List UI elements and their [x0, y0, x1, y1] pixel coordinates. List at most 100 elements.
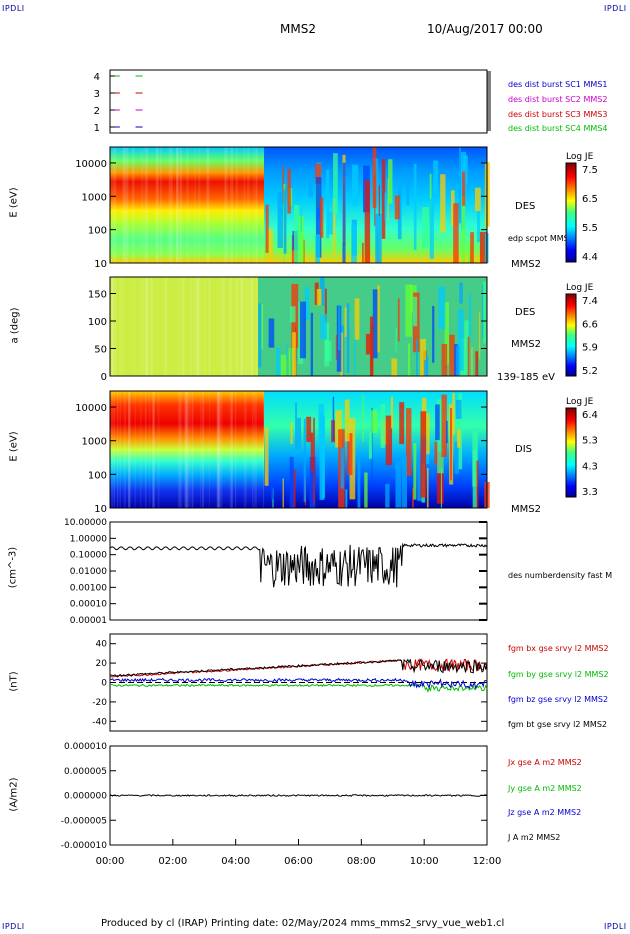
pitch-texture-25 — [122, 277, 125, 376]
density-ticklabel-3: 0.01000 — [70, 567, 107, 577]
des-texture-24 — [253, 147, 255, 263]
des-streak-43 — [352, 164, 359, 206]
des-streak-46 — [277, 191, 283, 248]
des-texture-15 — [144, 147, 148, 263]
dis-texture-21 — [179, 391, 182, 508]
xaxis-ticklabel-5: 10:00 — [410, 856, 439, 867]
pitch-texture-34 — [181, 277, 185, 376]
des-texture-20 — [114, 147, 117, 263]
des-texture-2 — [112, 147, 114, 263]
pitch-streak-34 — [353, 325, 356, 376]
des-streak-33 — [375, 213, 382, 263]
current-ticklabel-2: 0.000000 — [64, 792, 107, 802]
pitch-streak-11 — [438, 286, 446, 330]
dis-texture-3 — [153, 391, 155, 508]
dis-texture-18 — [208, 391, 211, 508]
dis-streak-10 — [395, 461, 402, 508]
bfield-series-1 — [109, 683, 488, 693]
pitch-ticklabel-2: 100 — [88, 317, 107, 328]
panel-current: 0.000010 0.000005 0.000000 -0.000005 -0.0000… — [61, 742, 582, 851]
dis-texture-14 — [200, 391, 202, 508]
dis-streak-67 — [380, 404, 386, 448]
dis-texture-5 — [179, 391, 183, 508]
dis-colorbar-tick-1: 5.3 — [582, 436, 598, 447]
des-streak-45 — [319, 197, 324, 238]
des-texture-14 — [126, 147, 129, 263]
dis-streak-12 — [475, 460, 479, 508]
pitch-colorbar-tick-1: 6.6 — [582, 319, 598, 330]
bfield-series-0 — [109, 657, 488, 678]
pitch-colorbar-tick-0: 7.4 — [582, 296, 598, 307]
dis-streak-21 — [385, 415, 393, 466]
pitch-streak-10 — [449, 334, 455, 376]
dis-streak-42 — [412, 487, 414, 508]
pitch-streak-68 — [289, 306, 296, 323]
current-ticklabel-4: -0.000010 — [61, 841, 107, 851]
pitch-streak-37 — [425, 355, 429, 376]
des-streak-47 — [287, 169, 291, 214]
dis-texture-37 — [139, 391, 142, 508]
des-texture-35 — [124, 147, 126, 263]
pitch-ticklabel-1: 50 — [94, 345, 107, 356]
pitch-texture-17 — [112, 277, 114, 376]
des-streak-10 — [433, 160, 439, 194]
dis-streak-25 — [313, 417, 315, 505]
dis-streak-44 — [271, 481, 274, 500]
des-streak-63 — [332, 198, 336, 256]
des-streak-41 — [378, 185, 380, 216]
pitch-streak-52 — [412, 296, 418, 327]
dis-texture-36 — [254, 391, 257, 508]
des-texture-0 — [156, 147, 159, 263]
pitch-texture-33 — [192, 277, 196, 376]
dis-texture-6 — [217, 391, 220, 508]
des-streak-40 — [308, 178, 313, 197]
dis-streak-31 — [435, 404, 440, 441]
pitch-streak-40 — [324, 288, 327, 322]
density-ticklabel-6: 0.00001 — [70, 616, 107, 626]
dis-texture-22 — [263, 391, 265, 508]
dis-texture-32 — [117, 391, 119, 508]
des-streak-69 — [333, 153, 338, 215]
dis-streak-49 — [417, 458, 422, 501]
dis-texture-31 — [229, 391, 233, 508]
des-band-left — [110, 147, 264, 263]
dis-streak-26 — [401, 456, 408, 508]
des-texture-38 — [155, 147, 159, 263]
corner-mark-br: IPDLI — [604, 922, 627, 931]
pitch-texture-16 — [146, 277, 150, 376]
panel-bfield: 40 20 0 -20 -40 fgm bx gse srvy l2 MMS2 fgm by… — [92, 633, 609, 732]
burst-frame — [109, 69, 488, 134]
pitch-streak-64 — [416, 338, 418, 376]
dis-streak-9 — [454, 442, 459, 474]
pitch-streak-6 — [346, 303, 350, 373]
corner-mark-bl: IPDLI — [2, 922, 25, 931]
pitch-streak-28 — [304, 287, 310, 321]
pitch-texture-8 — [111, 277, 114, 376]
pitch-streak-55 — [424, 360, 427, 376]
bfield-legend-1: fgm by gse srvy l2 MMS2 — [508, 670, 609, 679]
pitch-streak-31 — [320, 277, 325, 306]
dis-streak-55 — [332, 396, 335, 441]
dis-streak-37 — [282, 478, 284, 508]
des-ticklabel-1: 100 — [88, 226, 107, 237]
des-streak-28 — [364, 180, 371, 263]
pitch-colorbar-tick-2: 5.9 — [582, 343, 598, 354]
dis-streak-13 — [434, 441, 439, 465]
pitch-colorbar-title: Log JE — [566, 283, 594, 293]
density-ticklabel-0: 10.00000 — [64, 518, 107, 528]
dis-streak-69 — [472, 449, 477, 508]
des-streak-53 — [342, 162, 346, 245]
pitch-streak-56 — [467, 336, 470, 376]
des-streak-29 — [406, 182, 410, 206]
pitch-streak-61 — [292, 332, 296, 376]
dis-streak-16 — [293, 469, 296, 508]
footer-text: Produced by cl (IRAP) Printing date: 02/… — [101, 918, 505, 929]
pitch-streak-14 — [335, 334, 338, 361]
dis-texture-16 — [128, 391, 131, 508]
dis-streak-62 — [344, 399, 350, 442]
pitch-streak-41 — [420, 338, 426, 376]
bfield-ticklabel-3: -20 — [92, 698, 107, 708]
dis-texture-12 — [219, 391, 223, 508]
pitch-texture-1 — [223, 277, 226, 376]
des-streak-18 — [265, 204, 269, 253]
